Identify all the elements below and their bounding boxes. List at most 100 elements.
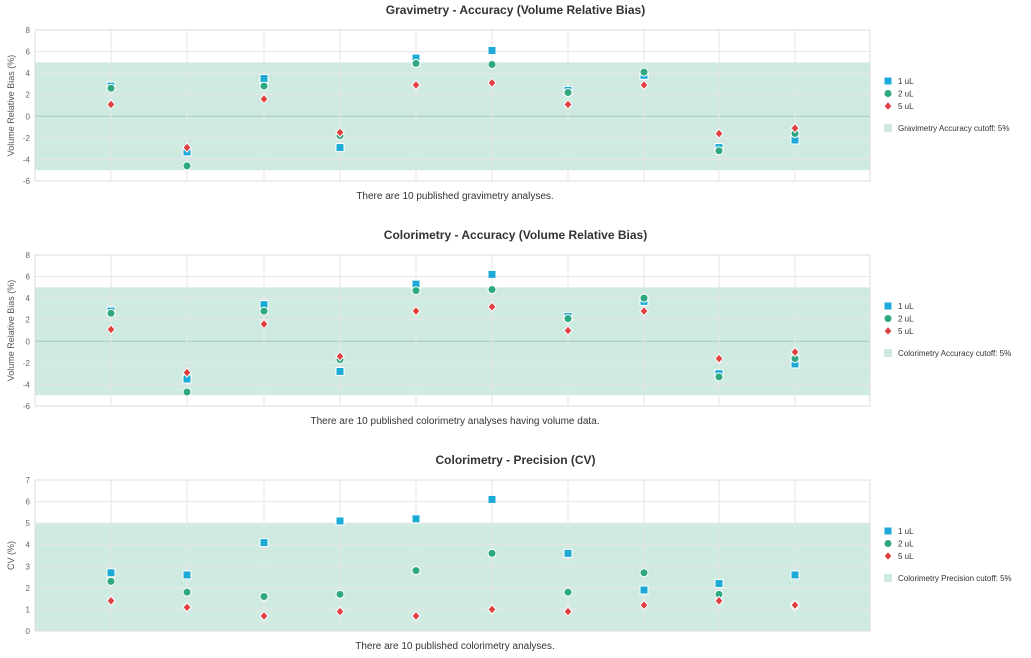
data-point-circle [411,566,421,576]
y-tick-label: 6 [26,498,31,507]
chart-title: Colorimetry - Accuracy (Volume Relative … [383,228,648,242]
data-point-diamond [487,77,497,89]
data-point-square [487,269,497,279]
data-point-diamond [487,301,497,313]
data-point-square [639,585,649,595]
data-point-diamond [714,128,724,139]
data-point-diamond [790,599,800,611]
colorimetry-accuracy-chart: Colorimetry - Accuracy (Volume Relative … [0,225,1031,440]
data-point-diamond [259,93,269,105]
data-point-square [563,548,573,558]
data-point-diamond [259,610,269,622]
data-point-circle [487,285,497,295]
y-tick-label: -4 [23,380,31,389]
y-tick-label: 4 [26,541,31,550]
data-point-square [182,570,192,580]
cutoff-band [35,523,870,631]
data-point-diamond [563,99,573,110]
legend-band-label: Gravimetry Accuracy cutoff: 5% [898,124,1009,133]
y-tick-label: -6 [23,402,31,411]
y-tick-label: 4 [26,294,31,303]
legend-label: 2 uL [898,540,914,549]
legend-marker [883,539,893,548]
data-point-diamond [182,602,192,613]
legend-label: 5 uL [898,327,914,336]
colorimetry-precision-chart: Colorimetry - Precision (CV) 0 1 2 3 4 5 6 7 CV … [0,450,1031,658]
legend-label: 5 uL [898,552,914,561]
data-point-diamond [106,324,116,335]
legend-band-label: Colorimetry Precision cutoff: 5% [898,574,1012,583]
data-point-diamond [714,595,724,607]
data-point-circle [106,576,116,586]
chart-caption: There are 10 published colorimetry analy… [355,641,555,652]
y-axis-label: Volume Relative Bias (%) [6,280,16,382]
data-point-circle [182,387,192,397]
y-tick-label: 3 [26,562,31,571]
chart-svg: 0 1 2 3 4 5 6 7 CV (%) 1 uL 2 uL 5 uL Colorimetry Pr… [6,476,1012,636]
data-point-diamond [714,353,724,364]
legend-marker [883,89,893,98]
legend-marker [883,314,893,323]
legend-marker [883,550,893,562]
y-tick-label: -2 [23,359,31,368]
data-point-square [259,538,269,548]
data-point-circle [106,308,116,318]
legend-marker [883,325,893,337]
y-tick-label: 0 [26,627,31,636]
y-tick-label: 2 [26,584,31,593]
data-point-diamond [790,122,800,134]
data-point-circle [487,548,497,558]
legend-marker [883,76,893,86]
y-tick-label: 8 [26,26,31,35]
data-point-circle [563,88,573,98]
data-point-circle [639,568,649,578]
chart-caption: There are 10 published gravimetry analys… [356,191,554,202]
data-point-diamond [563,606,573,617]
data-point-diamond [182,142,192,153]
data-point-circle [563,314,573,324]
gravimetry-accuracy-chart: Gravimetry - Accuracy (Volume Relative B… [0,0,1031,215]
data-point-diamond [411,79,421,91]
data-point-square [335,143,345,153]
y-tick-label: 4 [26,69,31,78]
legend-marker [883,100,893,112]
data-point-diamond [106,99,116,110]
data-point-circle [335,589,345,599]
data-point-circle [714,372,724,382]
data-point-square [487,45,497,55]
data-point-diamond [411,305,421,317]
chart-svg: -6 -4 -2 0 2 4 6 8 Volume Relative Bias (%) 1 uL 2… [6,251,1011,411]
data-point-diamond [335,127,345,138]
y-axis-label: CV (%) [6,541,16,570]
data-point-circle [487,60,497,70]
data-point-square [335,516,345,526]
y-tick-label: 7 [26,476,31,485]
data-point-diamond [563,325,573,336]
data-point-circle [639,67,649,77]
legend-label: 2 uL [898,90,914,99]
data-point-circle [259,81,269,91]
plot-frame [34,29,871,182]
data-point-circle [411,58,421,68]
data-point-diamond [182,367,192,378]
y-tick-label: 0 [26,112,31,121]
data-point-diamond [487,604,497,615]
data-point-circle [106,83,116,93]
legend-marker [883,301,893,311]
legend-label: 2 uL [898,315,914,324]
data-point-square [790,570,800,580]
data-point-diamond [411,610,421,622]
y-tick-label: 0 [26,337,31,346]
data-point-circle [182,587,192,597]
data-point-square [106,568,116,578]
data-point-diamond [259,318,269,330]
data-point-square [411,514,421,524]
data-point-square [335,366,345,376]
data-point-diamond [790,346,800,358]
data-point-diamond [639,305,649,317]
data-point-diamond [335,606,345,617]
data-point-diamond [639,79,649,91]
legend-label: 5 uL [898,102,914,111]
plot-frame [34,254,871,407]
chart-title: Colorimetry - Precision (CV) [435,453,596,467]
